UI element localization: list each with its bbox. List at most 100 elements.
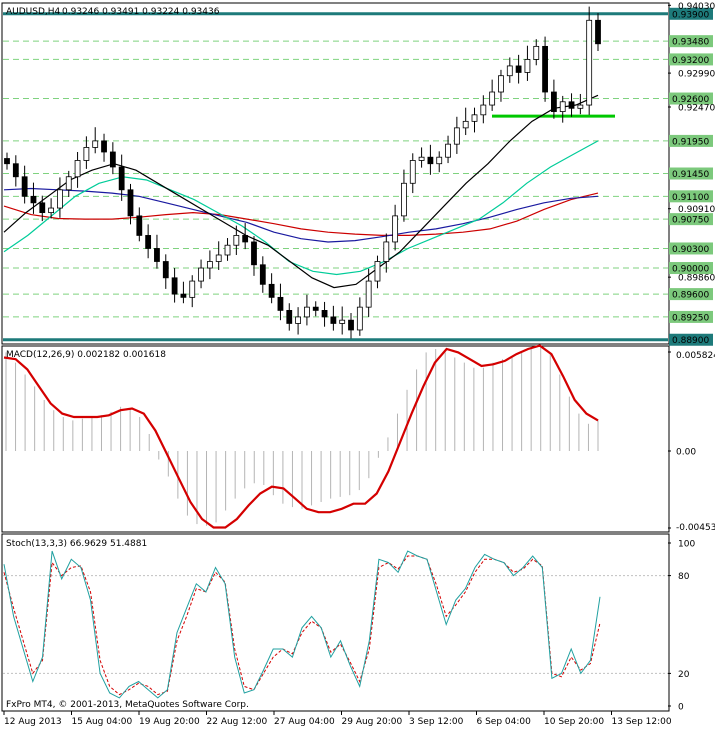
- moving-averages: [3, 94, 599, 289]
- green-level-label: 0.91950: [672, 137, 709, 147]
- green-level-box: [669, 310, 713, 323]
- green-level-label: 0.92600: [672, 95, 709, 105]
- candle-body: [30, 195, 37, 204]
- candle-body: [506, 65, 513, 77]
- candle-body: [101, 140, 107, 153]
- candle-body: [286, 310, 293, 324]
- candle-body: [145, 235, 152, 249]
- level-box: [669, 7, 713, 20]
- green-level-box: [669, 167, 713, 180]
- stoch-main-line: [3, 550, 601, 699]
- candle-body: [383, 241, 390, 262]
- candle-body: [57, 189, 63, 209]
- time-label: 29 Aug 20:00: [342, 717, 403, 727]
- time-label: 10 Sep 20:00: [544, 717, 604, 727]
- time-label: 19 Aug 20:00: [139, 717, 200, 727]
- candle-body: [559, 101, 566, 112]
- price-label: 0.92990: [678, 70, 715, 80]
- candle-body: [12, 163, 19, 178]
- candle-body: [427, 156, 434, 165]
- candle-body: [65, 176, 72, 191]
- macd-axis-label: -0.004539: [676, 523, 715, 533]
- green-level-box: [669, 213, 713, 226]
- candle-body: [268, 283, 275, 298]
- macd-axis-label: 0.00: [676, 447, 696, 457]
- stoch-axis-label: 80: [678, 572, 690, 582]
- level-label: 0.88900: [672, 336, 709, 346]
- green-level-box: [669, 288, 713, 301]
- candle-body: [48, 207, 55, 214]
- time-label: 6 Sep 04:00: [477, 717, 532, 727]
- time-label: 27 Aug 04:00: [274, 717, 335, 727]
- candle-body: [453, 127, 460, 145]
- candle-body: [180, 293, 187, 298]
- candle-body: [21, 176, 28, 197]
- green-level-box: [669, 134, 713, 147]
- candle-body: [109, 151, 116, 168]
- green-level-box: [669, 35, 713, 48]
- stoch-lines: [3, 550, 601, 699]
- candle-body: [568, 101, 575, 109]
- candle-body: [198, 267, 204, 282]
- candle-body: [215, 254, 222, 262]
- candle-body: [550, 91, 557, 112]
- main-grid: [3, 12, 668, 342]
- price-axis: 0.93480 0.93200 0.92600 0.91950 0.91450 0.911…: [668, 2, 715, 346]
- stoch-title: Stoch(13,3,3) 66.9629 51.4881: [6, 539, 147, 549]
- candle-body: [365, 280, 372, 308]
- candle-body: [436, 156, 443, 165]
- green-level-box: [669, 242, 713, 255]
- candle-body: [304, 306, 310, 318]
- candle-body: [251, 241, 257, 266]
- candle-body: [401, 182, 407, 217]
- candle-body: [489, 91, 496, 106]
- green-level-label: 0.91450: [672, 170, 709, 180]
- level-label: 0.93900: [672, 10, 709, 20]
- candles: [4, 6, 601, 339]
- chart-header-symbol: AUDUSD,H4: [6, 7, 61, 17]
- time-label: 22 Aug 12:00: [207, 717, 268, 727]
- candle-body: [162, 261, 169, 279]
- candle-body: [356, 306, 363, 331]
- ma-red-line: [3, 192, 599, 236]
- candle-body: [277, 296, 284, 311]
- level-box: [669, 333, 713, 346]
- green-level-label: 0.93480: [672, 38, 709, 48]
- green-level-label: 0.93200: [672, 56, 709, 66]
- stoch-levels: [3, 575, 668, 674]
- ma-black-line: [3, 94, 599, 289]
- candle-body: [127, 189, 134, 217]
- candle-body: [418, 156, 425, 161]
- copyright-text: FxPro MT4, © 2001-2013, MetaQuotes Softw…: [6, 700, 249, 710]
- macd-axis-label: 0.005824: [676, 351, 715, 361]
- candle-body: [92, 140, 99, 148]
- green-level-box: [669, 262, 713, 275]
- candle-body: [445, 143, 451, 158]
- candle-body: [348, 319, 354, 331]
- candle-body: [136, 215, 143, 236]
- candle-body: [374, 261, 381, 282]
- candle-body: [471, 114, 478, 122]
- time-label: 13 Sep 12:00: [612, 717, 672, 727]
- macd-title: MACD(12,26,9) 0.002182 0.001618: [6, 350, 166, 360]
- candle-body: [524, 59, 531, 73]
- candle-body: [312, 306, 319, 311]
- candle-body: [577, 104, 584, 109]
- time-axis: 12 Aug 2013 15 Aug 04:00 19 Aug 20:00 22 Au…: [3, 711, 672, 727]
- candle-body: [392, 215, 399, 243]
- price-label: 0.92470: [678, 104, 715, 114]
- candle-body: [259, 264, 266, 285]
- candle-body: [118, 166, 125, 191]
- candle-body: [542, 45, 548, 93]
- candle-body: [154, 248, 160, 262]
- candle-body: [206, 261, 213, 269]
- candle-body: [498, 75, 504, 93]
- time-label: 3 Sep 12:00: [409, 717, 464, 727]
- stoch-axis: 100 80 20 0: [668, 540, 695, 713]
- price-label: 0.90910: [678, 205, 715, 215]
- candle-body: [74, 160, 81, 178]
- green-level-box: [669, 92, 713, 105]
- candle-body: [295, 316, 301, 324]
- candle-body: [39, 202, 46, 214]
